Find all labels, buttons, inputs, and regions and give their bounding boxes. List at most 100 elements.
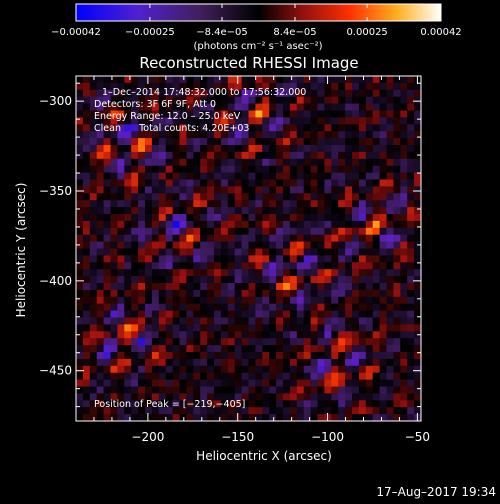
heatmap-cell [207, 186, 215, 194]
heatmap-cell [400, 310, 408, 318]
heatmap-cell [158, 365, 167, 374]
heatmap-cell [248, 248, 256, 256]
heatmap-cell [407, 241, 415, 249]
heatmap-cell [345, 234, 353, 243]
heatmap-cell [317, 158, 325, 167]
heatmap-cell [220, 365, 229, 374]
heatmap-cell [324, 158, 332, 167]
heatmap-cell [76, 407, 84, 415]
heatmap-cell [117, 317, 125, 325]
heatmap-cell [248, 379, 256, 387]
heatmap-cell [372, 310, 381, 318]
heatmap-cell [207, 386, 215, 394]
heatmap-cell [269, 179, 277, 187]
heatmap-cell [386, 124, 394, 132]
heatmap-cell [76, 317, 84, 325]
heatmap-cell [283, 124, 291, 132]
heatmap-cell [310, 145, 318, 153]
heatmap-cell [255, 89, 263, 98]
heatmap-cell [207, 165, 215, 174]
heatmap-cell [145, 151, 153, 160]
heatmap-cell [276, 186, 284, 194]
heatmap-cell [76, 131, 84, 139]
heatmap-cell [386, 372, 394, 381]
heatmap-cell [131, 283, 139, 291]
heatmap-cell [386, 117, 394, 125]
heatmap-cell [289, 414, 298, 421]
heatmap-cell [200, 117, 208, 125]
heatmap-cell [145, 269, 153, 277]
heatmap-cell [269, 386, 277, 394]
heatmap-cell [317, 179, 325, 187]
heatmap-cell [372, 241, 381, 249]
heatmap-cell [414, 324, 421, 332]
heatmap-cell [303, 220, 312, 229]
heatmap-cell [276, 345, 284, 353]
heatmap-cell [407, 276, 415, 284]
heatmap-cell [379, 220, 387, 229]
heatmap-cell [227, 345, 236, 353]
heatmap-cell [117, 145, 125, 153]
heatmap-cell [172, 110, 180, 118]
heatmap-cell [179, 207, 187, 215]
heatmap-cell [317, 241, 325, 249]
heatmap-cell [89, 310, 98, 318]
heatmap-cell [310, 103, 318, 111]
heatmap-cell [82, 331, 91, 339]
heatmap-cell [358, 345, 367, 353]
heatmap-cell [227, 296, 236, 305]
heatmap-cell [131, 372, 139, 381]
heatmap-cell [200, 179, 208, 187]
heatmap-cell [338, 214, 346, 222]
heatmap-cell [186, 117, 194, 125]
heatmap-cell [386, 255, 394, 263]
heatmap-cell [220, 358, 229, 367]
heatmap-cell [393, 186, 401, 194]
heatmap-cell [262, 379, 270, 387]
heatmap-cell [255, 255, 263, 263]
heatmap-cell [352, 76, 360, 84]
heatmap-cell [352, 117, 360, 125]
heatmap-cell [138, 151, 146, 160]
heatmap-cell [283, 241, 291, 249]
heatmap-cell [407, 386, 415, 394]
heatmap-cell [372, 200, 381, 208]
heatmap-cell [386, 379, 394, 387]
heatmap-cell [165, 158, 174, 167]
heatmap-cell [96, 193, 105, 201]
heatmap-cell [372, 276, 381, 284]
heatmap-cell [303, 379, 312, 387]
heatmap-cell [386, 276, 394, 284]
heatmap-cell [131, 269, 139, 277]
heatmap-cell [110, 138, 118, 146]
heatmap-cell [207, 345, 215, 353]
heatmap-cell [124, 214, 132, 222]
heatmap-cell [186, 407, 194, 415]
heatmap-cell [227, 276, 236, 284]
heatmap-cell [400, 365, 408, 374]
annotation-energy-range: Energy Range: 12.0 – 25.0 keV [94, 111, 241, 122]
heatmap-cell [165, 207, 174, 215]
heatmap-cell [407, 269, 415, 277]
heatmap-cell [151, 296, 160, 305]
heatmap-cell [124, 289, 132, 298]
heatmap-cell [379, 283, 387, 291]
heatmap-cell [407, 145, 415, 153]
heatmap-cell [255, 117, 263, 125]
heatmap-cell [310, 186, 318, 194]
heatmap-cell [193, 276, 201, 284]
heatmap-cell [255, 283, 263, 291]
heatmap-cell [214, 186, 222, 194]
heatmap-cell [393, 248, 401, 256]
heatmap-cell [310, 207, 318, 215]
heatmap-cell [138, 372, 146, 381]
heatmap-cell [138, 400, 146, 408]
heatmap-cell [117, 407, 125, 415]
heatmap-cell [172, 207, 180, 215]
heatmap-cell [207, 255, 215, 263]
heatmap-cell [338, 352, 346, 360]
heatmap-cell [317, 386, 325, 394]
heatmap-cell [110, 352, 118, 360]
heatmap-cell [145, 158, 153, 167]
heatmap-cell [296, 393, 305, 401]
